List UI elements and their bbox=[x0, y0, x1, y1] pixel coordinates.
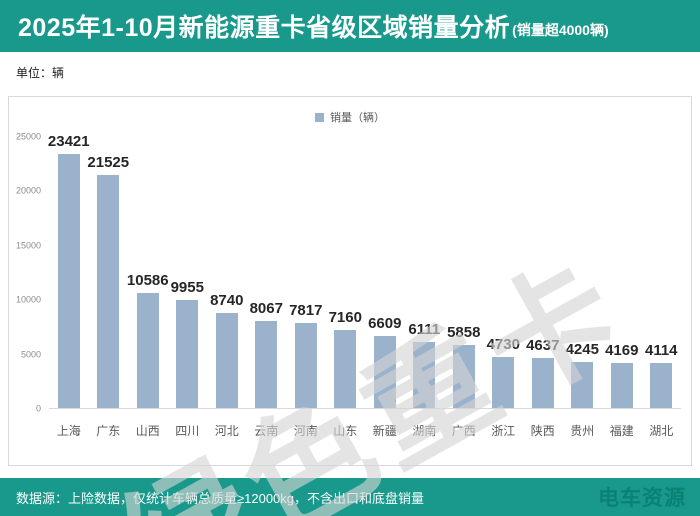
bar-slot: 10586 bbox=[126, 137, 169, 408]
bar-陕西 bbox=[531, 357, 554, 408]
bar-浙江 bbox=[492, 356, 515, 408]
x-tick-label: 湖南 bbox=[412, 424, 437, 438]
bar-slot: 6609 bbox=[365, 137, 405, 408]
page-title: 2025年1-10月新能源重卡省级区域销量分析 bbox=[18, 14, 511, 42]
x-tick-label: 贵州 bbox=[570, 424, 595, 438]
x-tick-label: 四川 bbox=[175, 424, 200, 438]
x-tick-label: 山东 bbox=[333, 424, 358, 438]
plot-area: 23421 21525 10586 9955 8740 8067 7817 7160 6609 6… bbox=[47, 133, 682, 409]
x-tick-label: 浙江 bbox=[491, 424, 516, 438]
value-label: 4245 bbox=[565, 340, 599, 358]
bar-湖南 bbox=[413, 341, 436, 408]
x-tick-label: 新疆 bbox=[372, 424, 397, 438]
legend-label: 销量（辆） bbox=[330, 112, 385, 124]
value-label: 7160 bbox=[328, 309, 362, 327]
x-tick-label: 河南 bbox=[293, 424, 318, 438]
value-label: 4730 bbox=[486, 335, 520, 353]
bar-河北 bbox=[215, 313, 238, 408]
bar-slot: 4637 bbox=[523, 137, 563, 408]
value-label: 8740 bbox=[210, 292, 244, 310]
bar-slot: 8067 bbox=[247, 137, 287, 408]
x-tick-label: 湖北 bbox=[649, 424, 674, 438]
y-tick-label: 25000 bbox=[15, 131, 41, 142]
bar-slot: 5858 bbox=[444, 137, 484, 408]
bar-湖北 bbox=[650, 363, 673, 408]
data-source-note: 数据源：上险数据，仅统计车辆总质量≥12000kg，不含出口和底盘销量 bbox=[16, 490, 425, 506]
y-tick-label: 0 bbox=[35, 403, 41, 414]
bar-云南 bbox=[255, 320, 278, 408]
x-tick-label: 陕西 bbox=[530, 424, 555, 438]
value-label: 4114 bbox=[644, 342, 678, 360]
unit-label: 单位：辆 bbox=[16, 66, 65, 80]
header-banner: 2025年1-10月新能源重卡省级区域销量分析 (销量超4000辆) bbox=[0, 0, 700, 52]
legend-swatch bbox=[315, 112, 324, 122]
bar-slot: 4730 bbox=[484, 137, 524, 408]
bar-四川 bbox=[176, 300, 199, 408]
bar-slot: 21525 bbox=[87, 137, 130, 408]
bar-slot: 6111 bbox=[405, 137, 445, 408]
bar-贵州 bbox=[571, 361, 594, 408]
value-label: 6609 bbox=[368, 315, 402, 333]
bar-slot: 4114 bbox=[642, 137, 682, 408]
bar-chart: 销量（辆） 0 5000 10000 15000 20000 25000 23421 215… bbox=[8, 96, 692, 516]
x-tick-label: 上海 bbox=[56, 424, 81, 438]
chart-legend: 销量（辆） bbox=[9, 109, 691, 125]
value-label: 8067 bbox=[249, 299, 283, 317]
value-label: 4637 bbox=[526, 336, 560, 354]
bar-slot: 8740 bbox=[207, 137, 247, 408]
value-label: 21525 bbox=[87, 153, 130, 171]
y-tick-label: 20000 bbox=[15, 185, 41, 196]
bar-新疆 bbox=[373, 336, 396, 408]
value-label: 9955 bbox=[170, 279, 204, 297]
bar-slot: 4169 bbox=[602, 137, 642, 408]
value-label: 7817 bbox=[289, 302, 323, 320]
y-axis: 0 5000 10000 15000 20000 25000 bbox=[9, 132, 45, 413]
bar-slot: 7160 bbox=[326, 137, 366, 408]
x-tick-label: 广西 bbox=[451, 424, 476, 438]
bar-slot: 9955 bbox=[168, 137, 208, 408]
footer-banner: 数据源：上险数据，仅统计车辆总质量≥12000kg，不含出口和底盘销量 电车资源 bbox=[0, 478, 700, 516]
bar-山西 bbox=[136, 293, 159, 408]
value-label: 6111 bbox=[408, 320, 441, 338]
x-axis-labels: 上海 广东 山西 四川 河北 云南 河南 山东 新疆 湖南 广西 浙江 陕西 贵州 福建 湖北 bbox=[49, 422, 681, 439]
value-label: 5858 bbox=[447, 323, 481, 341]
value-label: 4169 bbox=[605, 341, 639, 359]
x-tick-label: 云南 bbox=[254, 424, 279, 438]
y-tick-label: 15000 bbox=[15, 240, 41, 251]
y-tick-label: 10000 bbox=[15, 294, 41, 305]
x-tick-label: 河北 bbox=[214, 424, 239, 438]
x-tick-label: 山西 bbox=[135, 424, 160, 438]
bar-福建 bbox=[610, 362, 633, 408]
brand-logo: 电车资源 bbox=[598, 487, 686, 510]
value-label: 10586 bbox=[126, 272, 169, 290]
bar-广西 bbox=[452, 344, 475, 408]
bar-slot: 4245 bbox=[563, 137, 603, 408]
bar-slot: 23421 bbox=[47, 133, 90, 408]
bar-slot: 7817 bbox=[286, 137, 326, 408]
y-tick-label: 5000 bbox=[20, 349, 41, 360]
bar-山东 bbox=[334, 330, 357, 408]
x-tick-label: 广东 bbox=[96, 424, 121, 438]
value-label: 23421 bbox=[47, 133, 90, 151]
x-tick-label: 福建 bbox=[609, 424, 634, 438]
bar-河南 bbox=[294, 323, 317, 408]
bar-上海 bbox=[57, 154, 80, 408]
page-subtitle: (销量超4000辆) bbox=[512, 22, 609, 38]
bar-广东 bbox=[97, 174, 120, 408]
